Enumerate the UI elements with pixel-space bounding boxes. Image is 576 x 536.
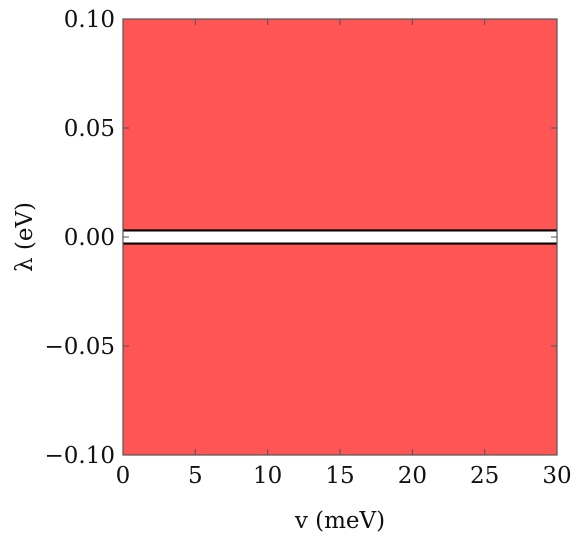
y-axis-label: λ (eV) — [12, 202, 38, 272]
x-tick-label: 0 — [116, 463, 131, 489]
x-axis-label: v (meV) — [294, 508, 385, 534]
x-tick-label: 5 — [188, 463, 203, 489]
x-tick-label: 20 — [398, 463, 427, 489]
x-tick-label: 30 — [542, 463, 571, 489]
y-tick-label: −0.05 — [45, 334, 115, 360]
y-tick-label: 0.10 — [64, 7, 115, 33]
x-tick-label: 15 — [325, 463, 354, 489]
x-tick-label: 25 — [470, 463, 499, 489]
y-tick-label: 0.05 — [64, 116, 115, 142]
region-2 — [123, 243, 557, 455]
region-0 — [123, 19, 557, 231]
y-tick-label: 0.00 — [64, 225, 115, 251]
x-tick-label: 10 — [253, 463, 282, 489]
region-1 — [123, 230, 557, 244]
x-axis-ticks: 0 5 10 15 20 25 30 — [116, 19, 572, 489]
y-tick-label: −0.10 — [45, 443, 115, 469]
y-axis-ticks: −0.10 −0.05 0.00 0.05 0.10 — [45, 7, 557, 469]
boundary-lines-group — [123, 229, 557, 245]
regions-group — [123, 19, 557, 455]
